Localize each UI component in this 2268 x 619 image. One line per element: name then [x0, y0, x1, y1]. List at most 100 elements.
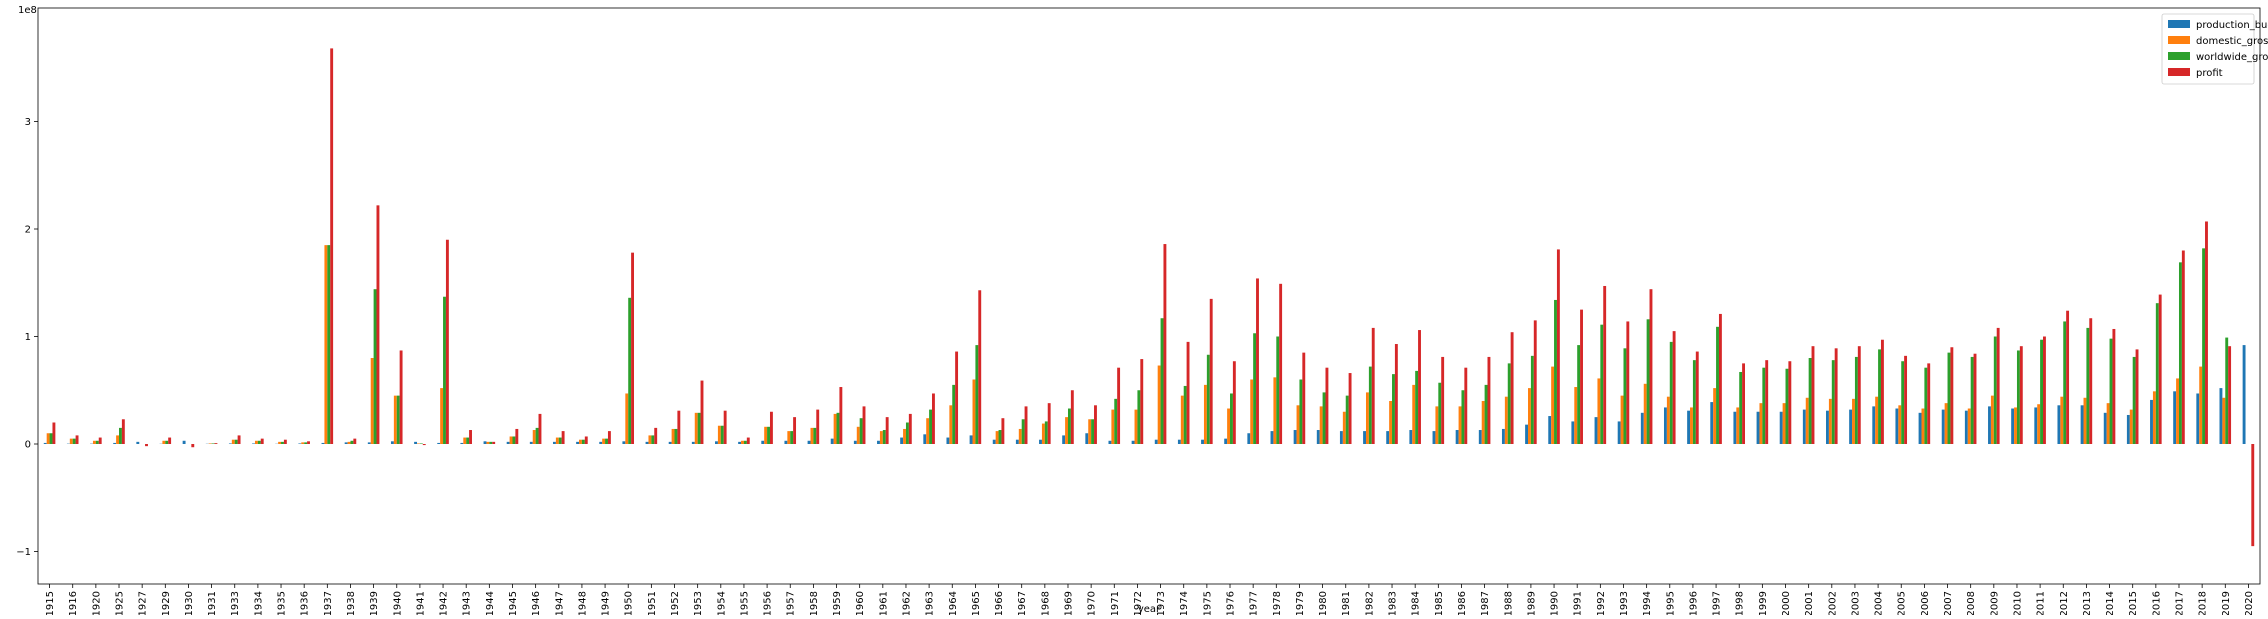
bar-profit-1955	[747, 438, 750, 444]
bar-profit-1940	[400, 350, 403, 444]
bar-worldwide_gross-1980	[1323, 392, 1326, 444]
bar-production_budget-1933	[229, 443, 232, 444]
bar-domestic_gross-2013	[2084, 398, 2087, 444]
bar-domestic_gross-1995	[1667, 397, 1670, 444]
bar-profit-1966	[1001, 418, 1004, 444]
bar-worldwide_gross-1964	[952, 385, 955, 444]
bar-production_budget-1957	[784, 441, 787, 444]
x-tick-label: 1961	[878, 591, 889, 615]
bar-profit-2020	[2251, 444, 2254, 546]
bar-profit-1980	[1325, 368, 1328, 444]
bar-worldwide_gross-1986	[1461, 390, 1464, 444]
bar-profit-1995	[1673, 331, 1676, 444]
bar-profit-1915	[52, 423, 55, 445]
x-tick-label: 1939	[369, 591, 380, 615]
bar-production_budget-1965	[970, 435, 973, 444]
bar-domestic_gross-1956	[764, 427, 767, 444]
bar-worldwide_gross-1994	[1647, 319, 1650, 444]
bar-production_budget-1998	[1733, 412, 1736, 444]
bar-production_budget-2004	[1872, 406, 1875, 444]
bar-profit-1929	[168, 438, 171, 444]
x-tick-label: 1943	[462, 591, 473, 615]
bar-worldwide_gross-2005	[1901, 361, 1904, 444]
bar-domestic_gross-1942	[440, 388, 443, 444]
x-tick-label: 1994	[1642, 591, 1653, 615]
bar-profit-2006	[1927, 363, 1930, 444]
bar-domestic_gross-1978	[1273, 377, 1276, 444]
bar-profit-1965	[978, 290, 981, 444]
bar-domestic_gross-1975	[1204, 385, 1207, 444]
bar-profit-2017	[2182, 251, 2185, 445]
bar-production_budget-1966	[993, 440, 996, 444]
bar-worldwide_gross-2018	[2202, 248, 2205, 444]
bar-domestic_gross-2011	[2037, 404, 2040, 444]
x-tick-label: 1980	[1318, 591, 1329, 615]
x-tick-label: 1945	[508, 591, 519, 615]
bar-domestic_gross-2001	[1806, 398, 1809, 444]
bar-worldwide_gross-1999	[1762, 368, 1765, 444]
bar-production_budget-1950	[622, 441, 625, 444]
bar-production_budget-2005	[1895, 409, 1898, 444]
bar-production_budget-1958	[808, 441, 811, 444]
bar-domestic_gross-1992	[1597, 378, 1600, 444]
bar-domestic_gross-1957	[787, 431, 790, 444]
bar-profit-2012	[2066, 311, 2069, 444]
bar-domestic_gross-1965	[973, 380, 976, 445]
x-tick-label: 1942	[439, 591, 450, 615]
bar-production_budget-1968	[1039, 440, 1042, 444]
bar-profit-1925	[122, 419, 125, 444]
bar-domestic_gross-1958	[810, 428, 813, 444]
legend-swatch-worldwide_gross	[2168, 52, 2190, 60]
bar-profit-1933	[238, 435, 241, 444]
bar-domestic_gross-1970	[1088, 419, 1091, 444]
bar-worldwide_gross-1988	[1508, 363, 1511, 444]
bar-profit-1970	[1094, 405, 1097, 444]
bar-production_budget-1964	[946, 438, 949, 444]
bar-production_budget-1953	[692, 442, 695, 444]
bar-profit-1957	[793, 417, 796, 444]
x-tick-label: 1958	[809, 591, 820, 615]
bar-worldwide_gross-1951	[651, 435, 654, 444]
bar-domestic_gross-1959	[834, 414, 837, 444]
bar-production_budget-1983	[1386, 431, 1389, 444]
bar-production_budget-1945	[507, 442, 510, 444]
x-tick-label: 1985	[1434, 591, 1445, 615]
x-tick-label: 1990	[1550, 591, 1561, 615]
bar-domestic_gross-1941	[417, 443, 420, 444]
bar-worldwide_gross-1915	[50, 433, 53, 444]
bar-worldwide_gross-1950	[628, 298, 631, 444]
bar-profit-2002	[1835, 348, 1838, 444]
x-tick-label: 2006	[1920, 591, 1931, 615]
bar-domestic_gross-1967	[1019, 429, 1022, 444]
bar-worldwide_gross-1934	[258, 441, 261, 444]
x-tick-label: 1955	[739, 591, 750, 615]
bar-profit-2000	[1788, 361, 1791, 444]
bar-profit-2013	[2089, 318, 2092, 444]
x-tick-label: 2003	[1850, 591, 1861, 615]
x-tick-label: 1947	[554, 591, 565, 615]
bar-domestic_gross-1938	[348, 442, 351, 444]
bar-worldwide_gross-1977	[1253, 333, 1256, 444]
bar-domestic_gross-2012	[2060, 397, 2063, 444]
bar-worldwide_gross-1946	[536, 428, 539, 444]
x-tick-label: 1944	[485, 591, 496, 615]
bar-profit-1993	[1626, 321, 1629, 444]
x-tick-label: 2013	[2082, 591, 2093, 615]
bar-profit-1968	[1048, 403, 1051, 444]
bar-production_budget-1982	[1363, 431, 1366, 444]
x-tick-label: 1960	[855, 591, 866, 615]
bar-domestic_gross-1969	[1065, 417, 1068, 444]
bar-profit-1950	[631, 253, 634, 444]
bar-profit-1984	[1418, 330, 1421, 444]
bar-domestic_gross-1996	[1690, 407, 1693, 444]
bar-profit-1916	[76, 435, 79, 444]
legend-label-profit: profit	[2196, 68, 2223, 79]
bar-worldwide_gross-2011	[2040, 340, 2043, 444]
bar-production_budget-1992	[1595, 417, 1598, 444]
bar-domestic_gross-1998	[1736, 407, 1739, 444]
bar-domestic_gross-2015	[2130, 410, 2133, 444]
bar-domestic_gross-1929	[162, 441, 165, 444]
bar-production_budget-2013	[2081, 405, 2084, 444]
